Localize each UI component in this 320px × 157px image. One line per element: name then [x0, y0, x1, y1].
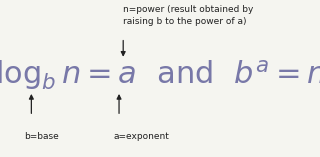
Text: n=power (result obtained by
raising b to the power of a): n=power (result obtained by raising b to…: [123, 5, 253, 25]
Text: a=exponent: a=exponent: [114, 132, 170, 141]
Text: $\log_b n = a\ \ \mathrm{and}\ \ b^a = n$: $\log_b n = a\ \ \mathrm{and}\ \ b^a = n…: [0, 58, 320, 92]
Text: b=base: b=base: [24, 132, 59, 141]
